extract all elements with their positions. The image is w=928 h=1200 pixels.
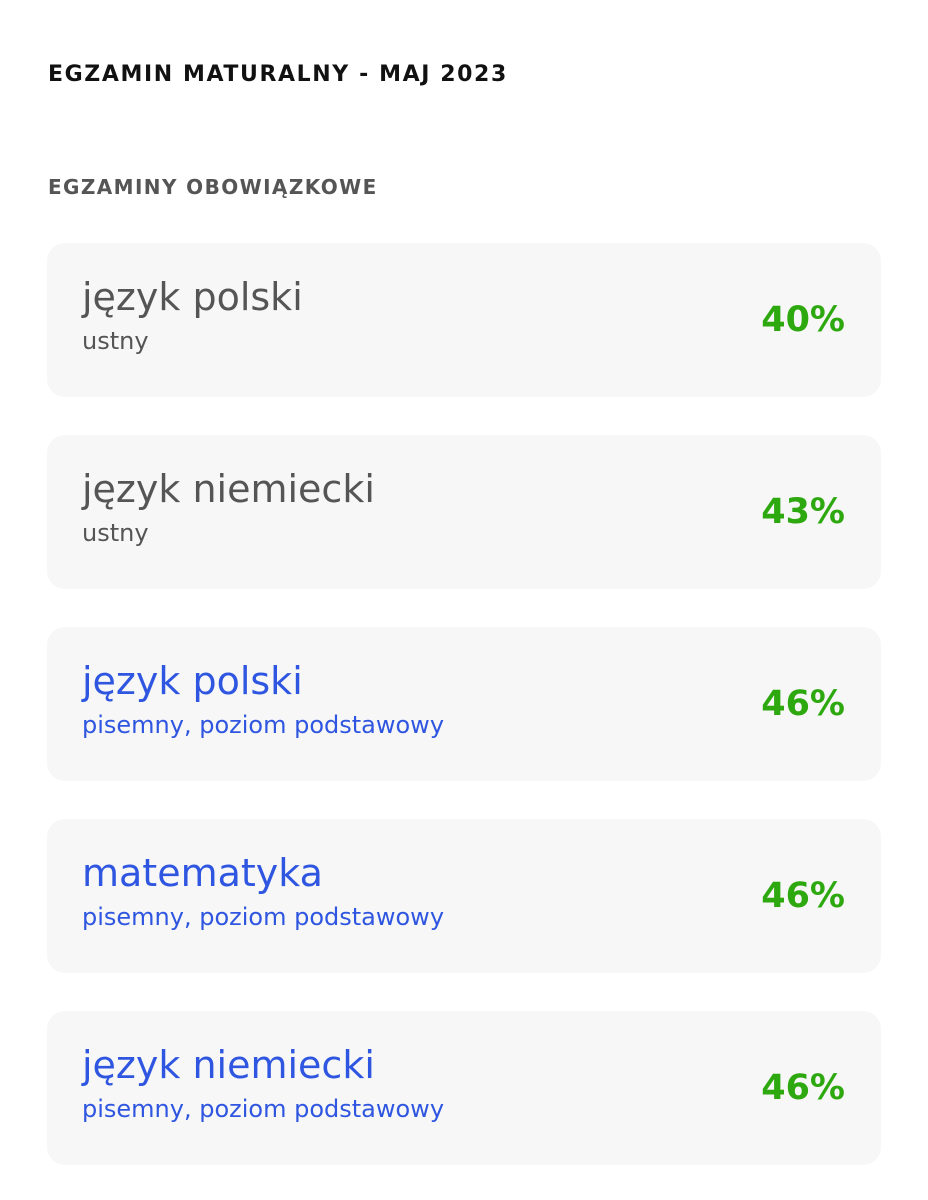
exam-card-polish-oral: język polski ustny 40% <box>47 243 881 397</box>
exam-score: 46% <box>761 684 845 724</box>
exam-score: 43% <box>761 492 845 532</box>
exam-detail-link[interactable]: pisemny, poziom podstawowy <box>82 1095 445 1123</box>
exam-name-link[interactable]: język polski <box>82 659 303 703</box>
exam-name: język niemiecki <box>82 467 375 511</box>
exam-score: 46% <box>761 876 845 916</box>
exam-card-text: język polski pisemny, poziom podstawowy <box>82 658 444 742</box>
page-title: EGZAMIN MATURALNY - MAJ 2023 <box>48 62 508 87</box>
exam-card-german-oral: język niemiecki ustny 43% <box>47 435 881 589</box>
exam-card-text: matematyka pisemny, poziom podstawowy <box>82 850 444 934</box>
exam-card-math-written[interactable]: matematyka pisemny, poziom podstawowy 46… <box>47 819 881 973</box>
exam-card-polish-written[interactable]: język polski pisemny, poziom podstawowy … <box>47 627 881 781</box>
exam-detail-link[interactable]: pisemny, poziom podstawowy <box>82 903 445 931</box>
exam-name-link[interactable]: język niemiecki <box>82 1043 375 1087</box>
section-title: EGZAMINY OBOWIĄZKOWE <box>48 175 378 199</box>
exam-name: język polski <box>82 275 303 319</box>
exam-card-text: język niemiecki pisemny, poziom podstawo… <box>82 1042 444 1126</box>
exam-card-text: język polski ustny <box>82 274 303 358</box>
exam-score: 40% <box>761 300 845 340</box>
exam-detail: ustny <box>82 327 149 355</box>
exam-score: 46% <box>761 1068 845 1108</box>
exam-card-german-written[interactable]: język niemiecki pisemny, poziom podstawo… <box>47 1011 881 1165</box>
exam-card-text: język niemiecki ustny <box>82 466 375 550</box>
exam-detail: ustny <box>82 519 149 547</box>
exam-name-link[interactable]: matematyka <box>82 851 323 895</box>
exam-list: język polski ustny 40% język niemiecki u… <box>47 243 881 1200</box>
exam-detail-link[interactable]: pisemny, poziom podstawowy <box>82 711 445 739</box>
